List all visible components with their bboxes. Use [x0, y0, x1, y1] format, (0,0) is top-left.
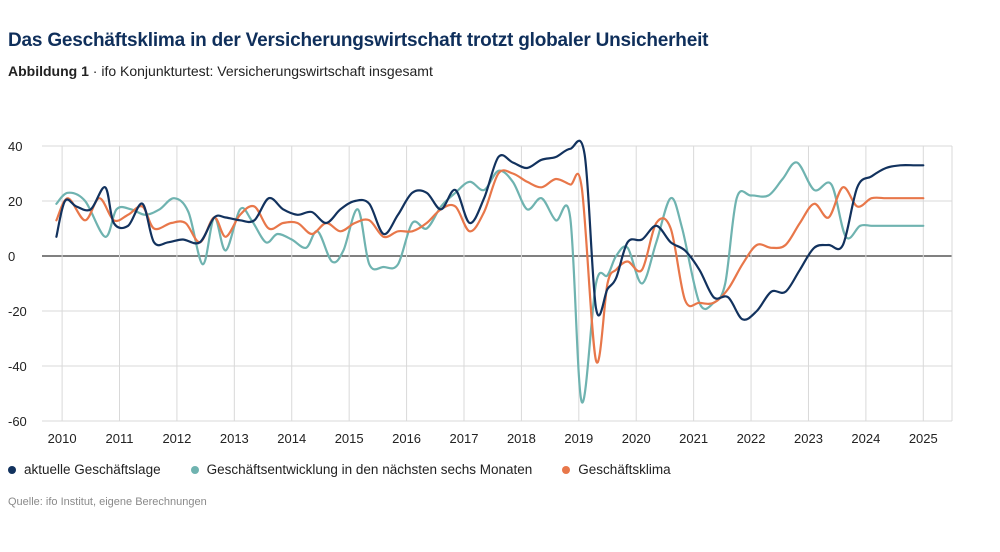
- x-tick-label: 2018: [507, 431, 536, 446]
- y-tick-label: -60: [8, 414, 27, 429]
- series-line-geschaeftslage: [55, 139, 925, 321]
- y-axis: -60 -40 -20 0 20 40: [8, 139, 27, 429]
- legend-dot-lage: [8, 465, 16, 474]
- figure-separator: ·: [88, 63, 102, 79]
- source-note: Quelle: ifo Institut, eigene Berechnunge…: [8, 496, 207, 508]
- x-tick-label: 2013: [220, 431, 249, 446]
- chart-subtitle: Abbildung 1 · ifo Konjunkturtest: Versic…: [8, 63, 433, 79]
- x-tick-label: 2024: [851, 431, 880, 446]
- x-tick-label: 2016: [392, 431, 421, 446]
- x-tick-label: 2019: [564, 431, 593, 446]
- legend-label-lage: aktuelle Geschäftslage: [24, 462, 161, 477]
- legend-item-erwartung: Geschäftsentwicklung in den nächsten sec…: [190, 462, 533, 477]
- y-tick-label: 0: [8, 249, 15, 264]
- x-tick-label: 2021: [679, 431, 708, 446]
- x-tick-label: 2015: [335, 431, 364, 446]
- chart-title: Das Geschäftsklima in der Versicherungsw…: [8, 30, 709, 51]
- x-tick-label: 2022: [737, 431, 766, 446]
- x-tick-label: 2025: [909, 431, 938, 446]
- figure-label: Abbildung 1: [8, 63, 89, 79]
- legend-dot-klima: [562, 465, 571, 474]
- legend-label-klima: Geschäftsklima: [578, 462, 671, 477]
- subtitle-text: ifo Konjunkturtest: Versicherungswirtsch…: [101, 63, 433, 79]
- x-tick-label: 2012: [162, 431, 191, 446]
- x-tick-label: 2014: [277, 431, 306, 446]
- legend-item-klima: Geschäftsklima: [562, 462, 671, 477]
- legend: aktuelle Geschäftslage Geschäftsentwickl…: [8, 462, 671, 477]
- y-tick-label: -40: [8, 359, 27, 374]
- legend-label-erwartung: Geschäftsentwicklung in den nächsten sec…: [206, 462, 533, 477]
- series-lines: [55, 139, 925, 404]
- x-axis: 2010 2011 2012 2013 2014 2015 2016 2017 2018 2019…: [48, 431, 938, 446]
- legend-dot-erwartung: [190, 465, 199, 474]
- legend-item-lage: aktuelle Geschäftslage: [8, 462, 161, 477]
- y-tick-label: 20: [8, 194, 22, 209]
- y-tick-label: -20: [8, 304, 27, 319]
- x-tick-label: 2010: [48, 431, 77, 446]
- series-line-geschaeftsklima: [55, 169, 925, 364]
- y-tick-label: 40: [8, 139, 22, 154]
- x-tick-label: 2020: [622, 431, 651, 446]
- x-tick-label: 2017: [450, 431, 479, 446]
- x-tick-label: 2011: [106, 431, 134, 446]
- x-tick-label: 2023: [794, 431, 823, 446]
- grid: [42, 145, 953, 422]
